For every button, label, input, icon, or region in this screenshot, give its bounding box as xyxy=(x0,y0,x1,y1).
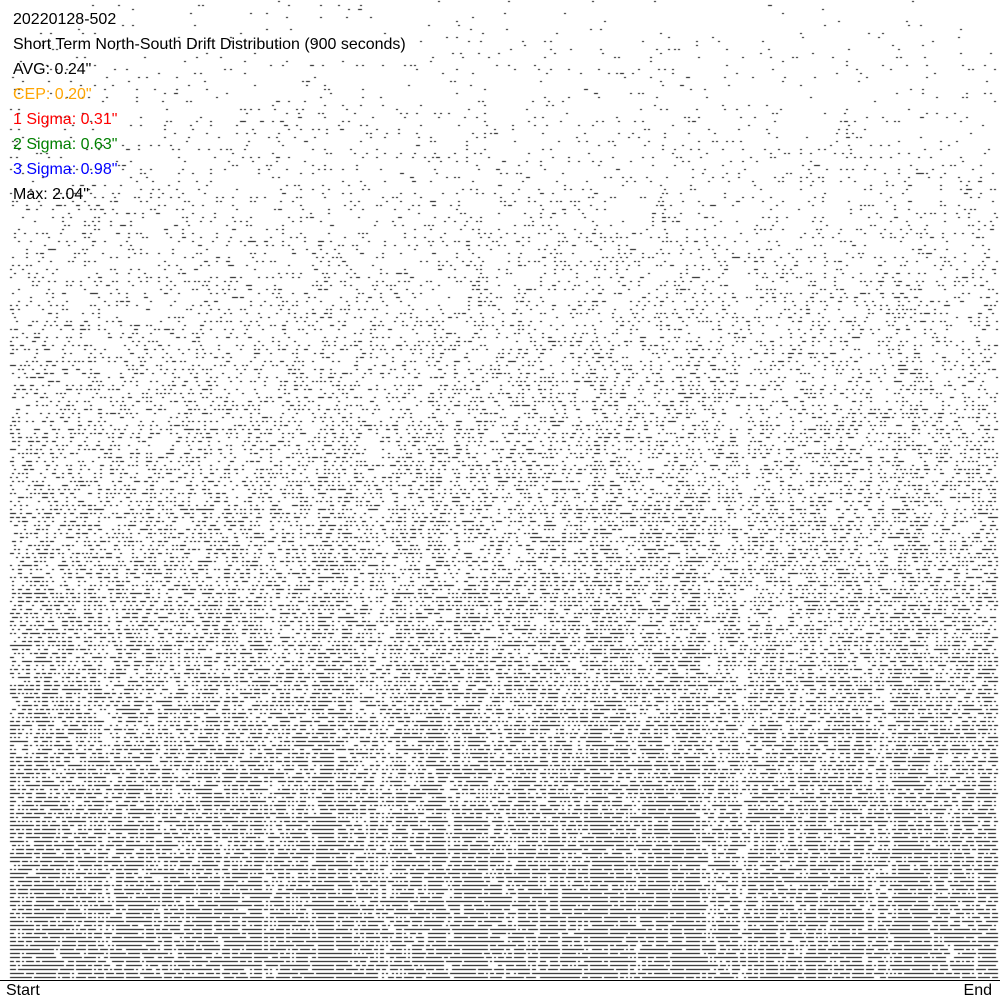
stat-3-sigma: 3 Sigma: 0.98" xyxy=(13,161,118,178)
x-tick-end: End xyxy=(963,982,992,999)
chart-title: 20220128-502 xyxy=(13,11,117,28)
stat-1-sigma: 1 Sigma: 0.31" xyxy=(13,111,118,128)
stat-2-sigma: 2 Sigma: 0.63" xyxy=(13,136,118,153)
stat-avg: AVG: 0.24" xyxy=(13,61,92,78)
chart-subtitle: Short Term North-South Drift Distributio… xyxy=(13,36,406,53)
x-axis-line xyxy=(0,980,1000,981)
x-tick-start: Start xyxy=(6,982,40,999)
stat-max: Max: 2.04" xyxy=(13,186,89,203)
stat-cep: CEP: 0.20" xyxy=(13,86,92,103)
